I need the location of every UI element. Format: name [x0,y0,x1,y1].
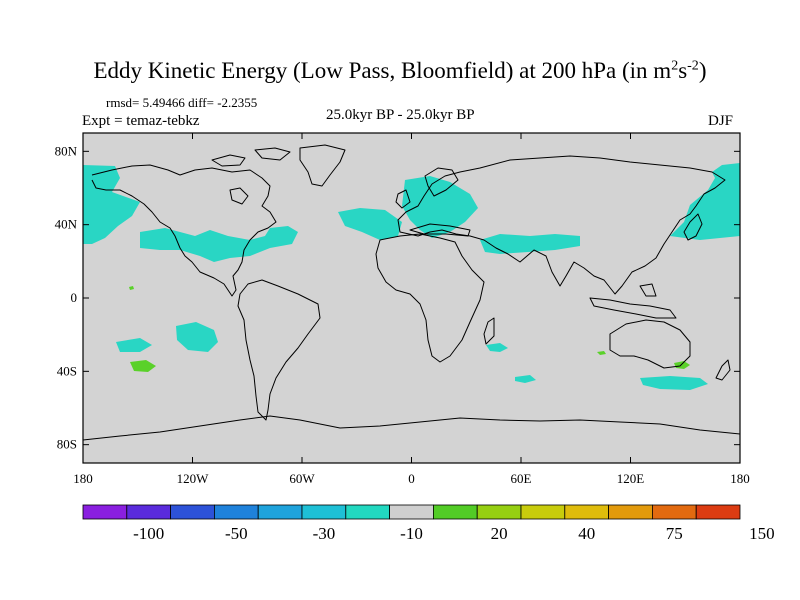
plot-title: Eddy Kinetic Energy (Low Pass, Bloomfiel… [0,58,800,84]
coast-africa [375,233,485,363]
lat-tick-label: 80N [55,143,78,158]
colorbar-box [520,504,566,520]
anomaly-cyan-north-pacific-east [83,165,140,244]
colorbar-label: -10 [400,524,423,543]
colorbar-box [389,504,434,520]
colorbar-label: -100 [133,524,164,543]
coast-british-isles [395,189,411,209]
lon-tick-label: 60W [289,471,315,486]
coast-europe-asia [397,155,726,295]
colorbar-box [301,504,347,520]
anomaly-cyan-south-indian [515,375,536,383]
colorbar-box [652,504,697,520]
colorbar-box [608,504,653,520]
lat-tick-label: 0 [71,290,78,305]
lon-tick-label: 180 [73,471,93,486]
colorbar-box [476,504,522,520]
period-label: 25.0kyr BP - 25.0kyr BP [326,107,475,123]
lon-tick-label: 120E [617,471,645,486]
lat-tick-label: 40S [57,363,77,378]
coast-north-america [91,164,277,297]
lat-tick-label: 40N [55,217,78,232]
coast-madagascar [483,317,495,345]
axis-ticks [82,133,741,463]
colorbar-label: -50 [225,524,248,543]
coast-australia [609,319,691,369]
coast-mediterranean [409,223,471,237]
colorbar-box [432,504,478,520]
colorbar-box [126,504,172,520]
stats-label: rmsd= 5.49466 diff= -2.2355 [106,95,258,110]
axis-labels: 80N 40N 0 40S 80S 180 120W 60W 0 60E 120E 180 [55,143,750,486]
coast-hudson-bay [229,187,249,205]
season-label: DJF [708,113,734,129]
coast-greenland [299,144,346,187]
title-end: ) [698,58,707,83]
coast-antarctica [83,415,740,441]
colorbar-box [170,504,215,520]
colorbar-box [564,504,609,520]
colorbar-label: 40 [578,524,595,543]
colorbar-label: 20 [491,524,508,543]
coast-japan [683,213,703,241]
colorbar-box [345,504,390,520]
coastlines [83,144,740,441]
colorbar-box [213,504,259,520]
lon-tick-label: 60E [511,471,532,486]
anomaly-cyan-north-america [140,226,298,262]
coast-maritime-continent [589,283,677,319]
experiment-label: Expt = temaz-tebkz [82,113,200,129]
anomaly-cyan-asia [480,234,580,254]
lon-tick-label: 0 [408,471,415,486]
title-main: Eddy Kinetic Energy (Low Pass, Bloomfiel… [93,58,672,83]
anomaly-green-tasman [674,361,690,369]
colorbar-box [695,504,741,520]
anomaly-layer [83,163,740,390]
title-mid: s [678,58,688,83]
anomaly-green-indian [597,351,606,355]
coast-south-america [237,279,321,421]
lon-tick-label: 180 [730,471,750,486]
coast-new-zealand [715,359,731,381]
anomaly-cyan-europe [402,176,478,238]
anomaly-cyan-south-atlantic [486,343,508,352]
coast-scandinavia [424,167,459,197]
anomaly-green-south-pacific [130,360,156,372]
anomaly-cyan-north-atlantic [338,208,402,240]
colorbar-box [257,504,303,520]
anomaly-cyan-south-pacific-small [116,338,152,352]
colorbar [82,504,741,520]
anomaly-cyan-southern-ocean [640,376,708,390]
anomaly-cyan-south-pacific [176,322,218,352]
title-superscript-2: -2 [687,58,699,74]
colorbar-label: 75 [666,524,683,543]
coast-arctic-islands [211,147,291,167]
colorbar-box [82,504,128,520]
anomaly-green-pacific-dot [129,286,134,290]
lat-tick-label: 80S [57,437,77,452]
colorbar-labels: -100 -50 -30 -10 20 40 75 150 [133,524,775,543]
colorbar-label: -30 [313,524,336,543]
lon-tick-label: 120W [177,471,210,486]
title-superscript-1: 2 [671,58,679,74]
colorbar-label: 150 [749,524,775,543]
